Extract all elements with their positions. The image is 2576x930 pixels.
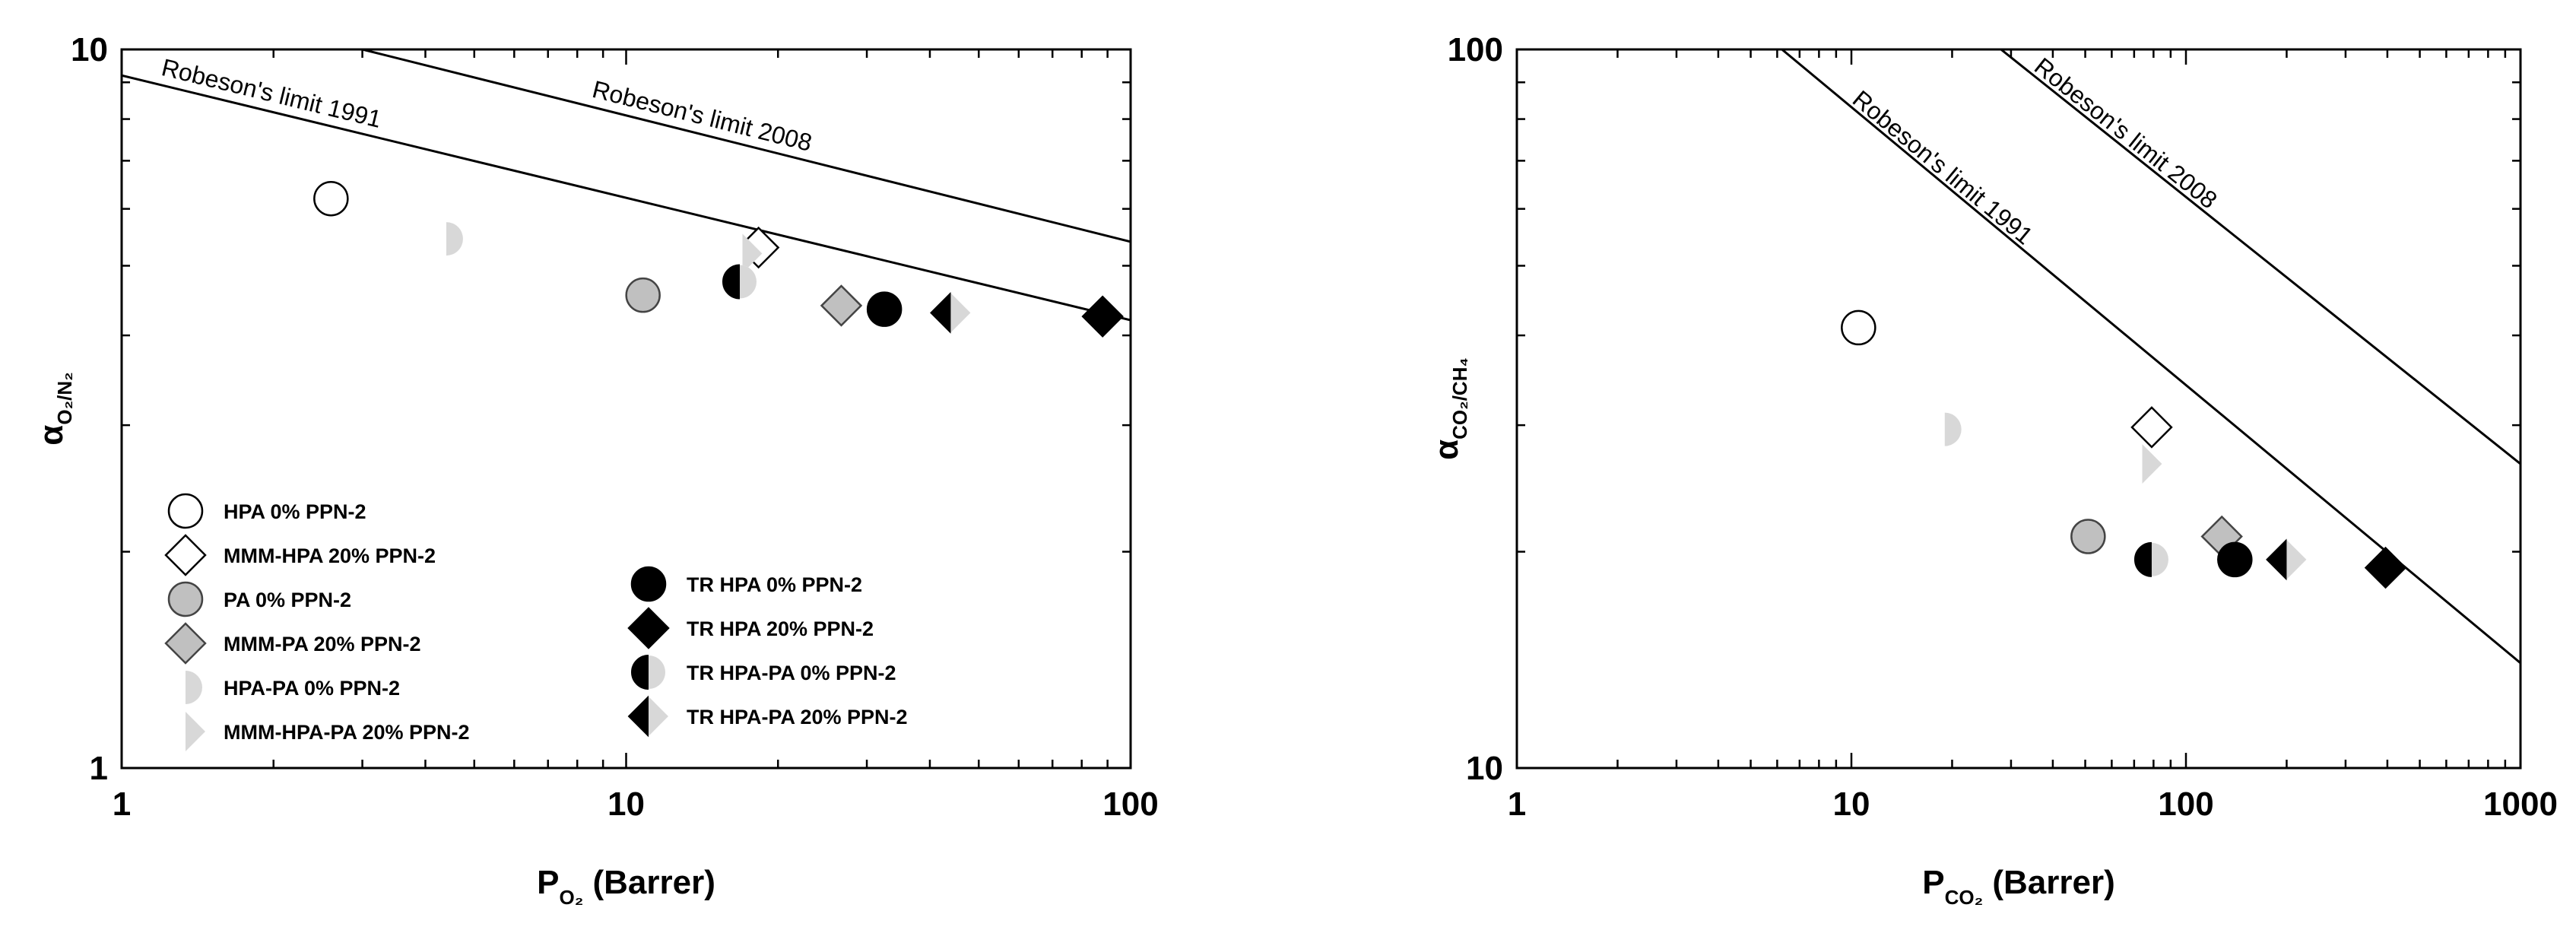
robeson-label: Robeson's limit 2008 [2029, 52, 2222, 214]
robeson-line-robeson-s-limit-2008 [362, 49, 1131, 243]
legend-label: PA 0% PPN-2 [224, 589, 351, 611]
legend-marker-tr-hpa-20-ppn-2 [627, 607, 670, 649]
marker-mmm-pa-20-ppn-2 [820, 284, 863, 327]
marker-tr-hpa-0-ppn-2 [2217, 541, 2253, 578]
legend-marker-mmm-pa-20-ppn-2 [164, 622, 207, 665]
y-tick-label: 1 [90, 750, 108, 787]
y-axis-title: αO₂/N₂ [33, 372, 76, 445]
robeson-line-robeson-s-limit-1991 [122, 74, 1131, 322]
marker-tr-hpa-20-ppn-2 [1081, 295, 1124, 338]
x-tick-label: 100 [2158, 786, 2213, 823]
marker-tr-hpa-0-ppn-2 [866, 291, 903, 327]
marker-hpa-pa-0-ppn-2 [429, 222, 463, 256]
legend-label: TR HPA 20% PPN-2 [687, 617, 874, 640]
legend-label: HPA 0% PPN-2 [224, 500, 366, 523]
marker-tr-hpa-pa-20-ppn-2 [930, 291, 971, 334]
legend-label: MMM-PA 20% PPN-2 [224, 633, 421, 655]
x-axis-title: PO₂ (Barrer) [537, 864, 715, 909]
marker-mmm-hpa-20-ppn-2 [2130, 406, 2173, 449]
x-tick-label: 10 [1833, 786, 1870, 823]
robeson-label: Robeson's limit 1991 [1848, 85, 2038, 250]
legend-marker-tr-hpa-pa-0-ppn-2 [631, 655, 665, 690]
legend-label: HPA-PA 0% PPN-2 [224, 677, 400, 700]
legend-label: MMM-HPA 20% PPN-2 [224, 544, 436, 567]
y-tick-label: 100 [1448, 31, 1503, 68]
marker-hpa-0-ppn-2 [313, 180, 349, 217]
marker-pa-0-ppn-2 [625, 277, 661, 313]
legend: HPA 0% PPN-2 MMM-HPA 20% PPN-2 PA 0% PPN-2… [164, 493, 908, 751]
legend-label: TR HPA 0% PPN-2 [687, 573, 862, 596]
legend-label: MMM-HPA-PA 20% PPN-2 [224, 721, 470, 744]
x-tick-label: 100 [1102, 786, 1158, 823]
legend-marker-pa-0-ppn-2 [167, 581, 204, 617]
marker-hpa-pa-0-ppn-2 [1927, 412, 1962, 446]
marker-pa-0-ppn-2 [2070, 519, 2106, 554]
marker-mmm-hpa-pa-20-ppn-2 [2122, 444, 2162, 484]
legend-label: TR HPA-PA 0% PPN-2 [687, 662, 896, 684]
y-tick-label: 10 [71, 31, 108, 68]
legend-marker-hpa-pa-0-ppn-2 [169, 671, 202, 704]
x-tick-label: 10 [608, 786, 645, 823]
x-axis-title: PCO₂ (Barrer) [1922, 864, 2115, 909]
marker-tr-hpa-pa-0-ppn-2 [2133, 541, 2168, 577]
marker-hpa-0-ppn-2 [1841, 309, 1876, 346]
robeson-line-robeson-s-limit-2008 [2000, 49, 2520, 465]
plot-frame [1515, 48, 2522, 770]
legend-marker-tr-hpa-pa-20-ppn-2 [627, 695, 668, 738]
legend-marker-mmm-hpa-20-ppn-2 [164, 534, 207, 576]
plot-frame [120, 48, 1132, 770]
y-tick-label: 10 [1466, 750, 1503, 787]
marker-tr-hpa-pa-0-ppn-2 [722, 264, 757, 300]
x-tick-label: 1 [113, 786, 131, 823]
legend-marker-hpa-0-ppn-2 [167, 493, 204, 529]
x-tick-label: 1000 [2483, 786, 2558, 823]
legend-marker-tr-hpa-0-ppn-2 [630, 566, 667, 602]
x-tick-label: 1 [1508, 786, 1526, 823]
legend-marker-mmm-hpa-pa-20-ppn-2 [166, 712, 205, 751]
marker-mmm-hpa-pa-20-ppn-2 [722, 233, 763, 274]
marker-tr-hpa-pa-20-ppn-2 [2266, 538, 2307, 581]
legend-label: TR HPA-PA 20% PPN-2 [687, 706, 908, 728]
marker-tr-hpa-20-ppn-2 [2364, 546, 2407, 589]
y-axis-title: αCO₂/CH₄ [1428, 357, 1471, 460]
